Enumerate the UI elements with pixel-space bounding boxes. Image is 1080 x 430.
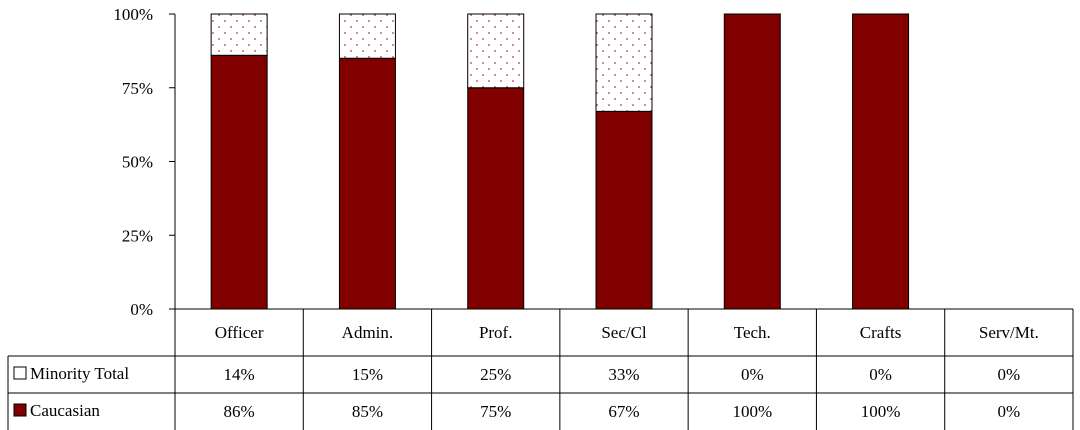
data-label-caucasian: 75% bbox=[480, 402, 511, 421]
bar-minority-total bbox=[595, 13, 653, 112]
category-label: Tech. bbox=[734, 323, 771, 342]
category-label: Admin. bbox=[342, 323, 393, 342]
category-label: Crafts bbox=[860, 323, 902, 342]
bar-caucasian bbox=[467, 87, 525, 310]
category-label: Prof. bbox=[479, 323, 513, 342]
data-label-caucasian: 100% bbox=[732, 402, 772, 421]
legend-label-caucasian: Caucasian bbox=[30, 401, 100, 420]
y-tick-label: 25% bbox=[122, 226, 153, 245]
legend-label-minority: Minority Total bbox=[30, 364, 129, 383]
data-label-caucasian: 86% bbox=[224, 402, 255, 421]
y-tick-label: 0% bbox=[130, 300, 153, 319]
data-label-caucasian: 0% bbox=[998, 402, 1021, 421]
bar-minority-total bbox=[210, 13, 268, 56]
bar-caucasian bbox=[210, 54, 268, 310]
y-tick-label: 100% bbox=[113, 5, 153, 24]
data-label-minority: 33% bbox=[608, 365, 639, 384]
bar-minority-total bbox=[467, 13, 525, 89]
data-label-caucasian: 67% bbox=[608, 402, 639, 421]
data-label-minority: 15% bbox=[352, 365, 383, 384]
y-tick-label: 75% bbox=[122, 79, 153, 98]
category-label: Sec/Cl bbox=[601, 323, 647, 342]
bar-caucasian bbox=[852, 13, 910, 310]
category-label: Officer bbox=[215, 323, 264, 342]
bars-layer bbox=[210, 13, 910, 310]
legend-swatch-caucasian bbox=[13, 403, 27, 417]
data-label-minority: 0% bbox=[741, 365, 764, 384]
data-label-minority: 14% bbox=[224, 365, 255, 384]
category-label: Serv/Mt. bbox=[979, 323, 1039, 342]
bar-caucasian bbox=[723, 13, 781, 310]
bar-minority-total bbox=[338, 13, 396, 59]
axis-layer: 0% 25% 50% 75% 100% bbox=[113, 5, 176, 319]
data-table: Officer Admin. Prof. Sec/Cl Tech. Crafts Serv/… bbox=[7, 308, 1074, 430]
legend-swatch-minority bbox=[13, 366, 27, 380]
data-label-caucasian: 85% bbox=[352, 402, 383, 421]
y-tick-label: 50% bbox=[122, 153, 153, 172]
data-label-caucasian: 100% bbox=[861, 402, 901, 421]
bar-caucasian bbox=[595, 110, 653, 310]
data-label-minority: 0% bbox=[998, 365, 1021, 384]
data-label-minority: 0% bbox=[869, 365, 892, 384]
data-label-minority: 25% bbox=[480, 365, 511, 384]
bar-caucasian bbox=[338, 57, 396, 310]
